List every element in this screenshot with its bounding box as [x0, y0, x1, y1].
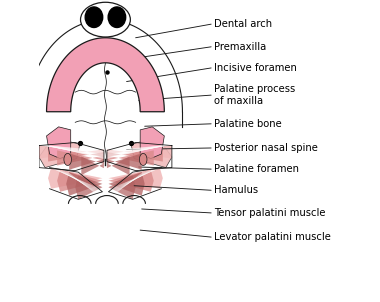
- Ellipse shape: [139, 153, 147, 165]
- Polygon shape: [75, 175, 103, 199]
- Text: Posterior nasal spine: Posterior nasal spine: [214, 143, 318, 153]
- Polygon shape: [39, 145, 104, 159]
- Text: Palatine bone: Palatine bone: [214, 119, 282, 129]
- Polygon shape: [71, 112, 140, 163]
- Polygon shape: [48, 147, 104, 162]
- Polygon shape: [39, 142, 80, 168]
- Polygon shape: [48, 168, 103, 189]
- Polygon shape: [57, 170, 103, 192]
- Polygon shape: [140, 127, 164, 159]
- Ellipse shape: [108, 7, 126, 27]
- Ellipse shape: [81, 2, 130, 37]
- Polygon shape: [108, 170, 154, 192]
- Text: Tensor palatini muscle: Tensor palatini muscle: [214, 208, 326, 218]
- Polygon shape: [81, 156, 104, 175]
- Polygon shape: [107, 145, 172, 159]
- Text: Levator palatini muscle: Levator palatini muscle: [214, 232, 331, 242]
- Polygon shape: [107, 147, 163, 162]
- Polygon shape: [108, 175, 136, 199]
- Polygon shape: [131, 142, 172, 168]
- Polygon shape: [108, 168, 163, 189]
- Text: Dental arch: Dental arch: [214, 19, 272, 29]
- Ellipse shape: [64, 153, 71, 165]
- Text: Premaxilla: Premaxilla: [214, 42, 266, 52]
- Polygon shape: [66, 172, 103, 196]
- Text: Incisive foramen: Incisive foramen: [214, 63, 297, 73]
- Polygon shape: [57, 150, 104, 165]
- Polygon shape: [108, 172, 145, 196]
- Text: Hamulus: Hamulus: [214, 185, 258, 195]
- Polygon shape: [69, 153, 104, 170]
- Polygon shape: [46, 127, 71, 159]
- Ellipse shape: [85, 7, 103, 27]
- Text: Palatine process
of maxilla: Palatine process of maxilla: [214, 84, 295, 106]
- Polygon shape: [71, 63, 140, 112]
- Polygon shape: [107, 156, 130, 175]
- Polygon shape: [107, 150, 154, 165]
- Polygon shape: [107, 153, 142, 170]
- Text: Palatine foramen: Palatine foramen: [214, 164, 299, 174]
- Polygon shape: [46, 38, 164, 112]
